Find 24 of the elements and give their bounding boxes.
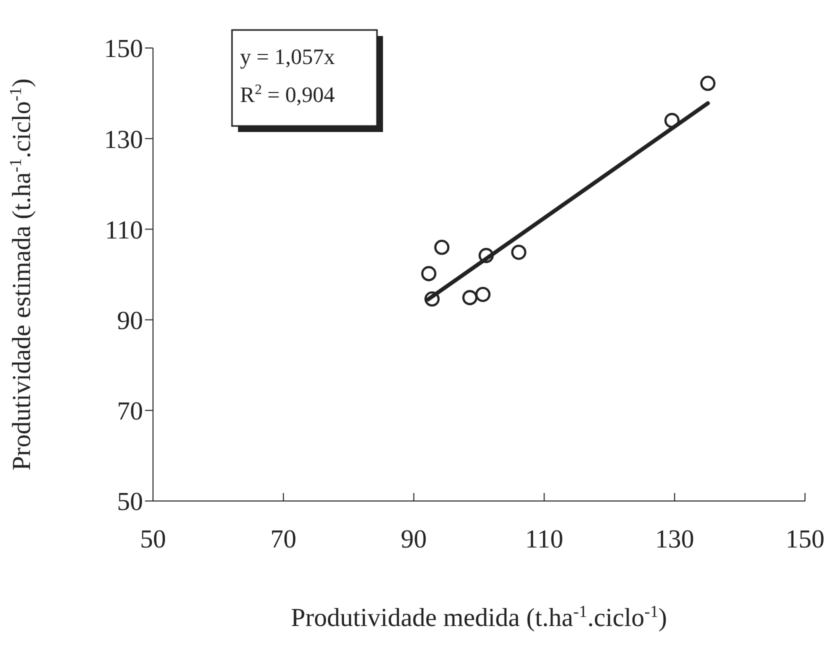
point	[511, 244, 526, 260]
point	[421, 266, 436, 282]
annotation: R$^{2}$ = 0,904	[240, 82, 335, 107]
x-tick-label: 70	[270, 524, 296, 554]
point	[700, 76, 716, 91]
point	[478, 248, 494, 264]
point	[664, 112, 680, 128]
y-tick-label: 50	[117, 487, 143, 516]
x-tick-label: 110	[525, 524, 564, 554]
point	[424, 291, 440, 307]
x-tick-label: 90	[400, 524, 427, 554]
point	[434, 240, 450, 255]
y-tick-label: 70	[117, 396, 143, 426]
y-tick-label: 130	[104, 124, 143, 154]
y-tick-label: 150	[104, 34, 143, 64]
point	[462, 290, 478, 306]
annotation: y = 1,057x	[240, 44, 335, 69]
x-axis-title: Produtividade medida (t.ha$^{-1}$.ciclo$^{-1}$)	[290, 602, 668, 632]
point	[475, 286, 491, 302]
x-tick-label: 130	[655, 524, 694, 554]
y-tick-label: 90	[117, 306, 143, 336]
x-tick-label: 50	[140, 524, 166, 554]
y-tick-label: 110	[104, 215, 143, 244]
x-tick-label: 150	[786, 524, 824, 554]
